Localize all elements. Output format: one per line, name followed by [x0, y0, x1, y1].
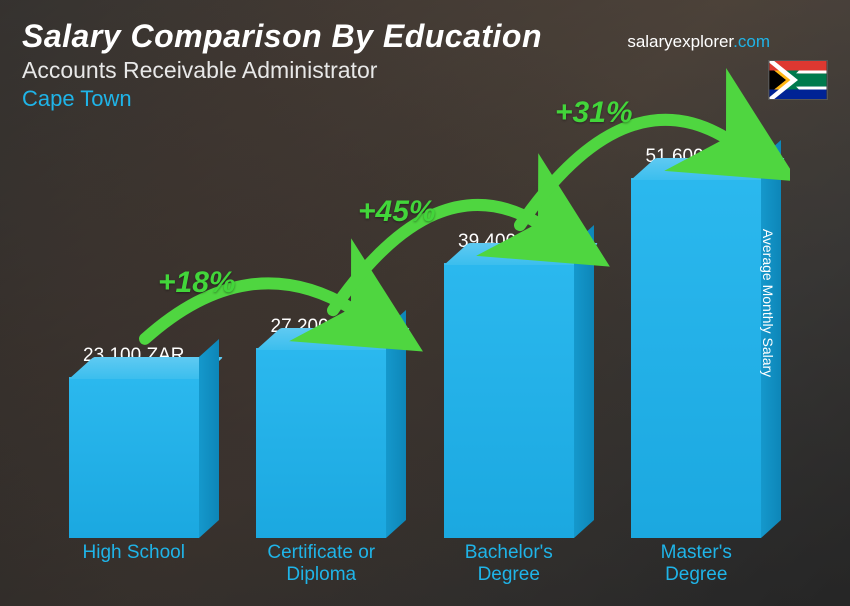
brand-watermark: salaryexplorer.com [627, 32, 770, 52]
bar-0: 23,100 ZAR [59, 345, 209, 538]
y-axis-label: Average Monthly Salary [760, 229, 776, 377]
x-axis-labels: High School Certificate orDiploma Bachelor… [40, 538, 790, 586]
bar-2: 39,400 ZAR [434, 231, 584, 538]
flag-south-africa-icon [768, 60, 828, 100]
x-label-2: Bachelor'sDegree [434, 538, 584, 586]
bar-chart: 23,100 ZAR27,200 ZAR 39,400 ZAR51,600 ZAR… [40, 56, 790, 586]
brand-name: salaryexplorer [627, 32, 733, 51]
x-label-1: Certificate orDiploma [246, 538, 396, 586]
bar-rect [256, 348, 386, 538]
bar-3: 51,600 ZAR [621, 146, 771, 538]
bar-rect [69, 377, 199, 538]
x-label-3: Master'sDegree [621, 538, 771, 586]
bar-1: 27,200 ZAR [246, 316, 396, 538]
brand-domain: .com [733, 32, 770, 51]
chart-subtitle: Accounts Receivable Administrator [22, 57, 850, 84]
bar-rect [631, 178, 761, 538]
bars-container: 23,100 ZAR27,200 ZAR 39,400 ZAR51,600 ZAR [40, 118, 790, 538]
increase-pct-1: +45% [358, 195, 436, 229]
header: Salary Comparison By Education Accounts … [0, 0, 850, 112]
increase-pct-0: +18% [158, 266, 236, 300]
chart-location: Cape Town [22, 86, 850, 112]
bar-rect [444, 263, 574, 538]
x-label-0: High School [59, 538, 209, 586]
